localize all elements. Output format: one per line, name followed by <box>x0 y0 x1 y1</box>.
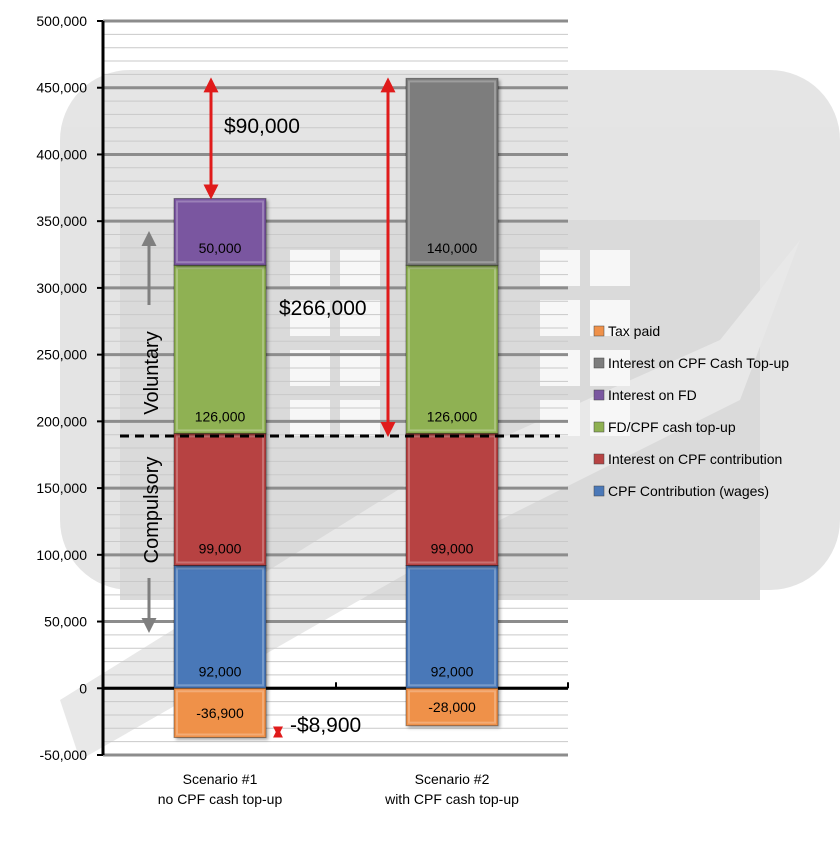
legend-swatch <box>593 357 605 369</box>
data-label: 140,000 <box>427 240 478 256</box>
annotation-total-difference: $90,000 <box>224 115 300 138</box>
voluntary-label: Voluntary <box>141 331 163 414</box>
x-category-label: Scenario #1 <box>183 771 258 787</box>
bar-segment-bevel <box>176 200 264 264</box>
y-tick-label: 50,000 <box>44 614 87 630</box>
data-label: 92,000 <box>199 663 242 679</box>
data-label: 126,000 <box>427 408 478 424</box>
y-tick-label: 100,000 <box>36 547 87 563</box>
bar-segment-bevel <box>408 567 496 687</box>
legend-label: Tax paid <box>608 323 660 339</box>
data-label: 92,000 <box>431 663 474 679</box>
legend-label: FD/CPF cash top-up <box>608 419 736 435</box>
y-tick-label: 150,000 <box>36 480 87 496</box>
annotation-tax-difference: -$8,900 <box>290 714 361 737</box>
bar-segment-bevel <box>176 690 264 736</box>
bar-segment-bevel <box>176 435 264 564</box>
y-tick-label: 500,000 <box>36 13 87 29</box>
compulsory-label: Compulsory <box>141 457 163 564</box>
bar-segment-bevel <box>408 267 496 432</box>
x-category-label: Scenario #2 <box>415 771 490 787</box>
bar-segment-interest-on-fd <box>173 197 267 266</box>
bar-segment-bevel <box>408 690 496 724</box>
bar-segment-bevel <box>408 80 496 264</box>
bar-segment-tax-paid <box>405 687 499 727</box>
bar-segment-fd-cpf-cash-top-up <box>405 264 499 434</box>
data-label: -36,900 <box>196 705 244 721</box>
legend-swatch <box>593 389 605 401</box>
y-tick-label: 250,000 <box>36 347 87 363</box>
x-category-label: with CPF cash top-up <box>384 791 519 807</box>
bar-segment-fd-cpf-cash-top-up <box>173 264 267 434</box>
legend-label: CPF Contribution (wages) <box>608 483 769 499</box>
y-tick-label: 450,000 <box>36 80 87 96</box>
data-label: 99,000 <box>431 540 474 556</box>
bar-segment-cpf-contribution-wages- <box>173 564 267 689</box>
y-tick-label: 0 <box>79 680 87 696</box>
legend-swatch <box>593 485 605 497</box>
legend-label: Interest on CPF contribution <box>608 451 782 467</box>
y-tick-label: 200,000 <box>36 413 87 429</box>
data-label: 50,000 <box>199 240 242 256</box>
y-tick-label: 400,000 <box>36 146 87 162</box>
legend-swatch <box>593 453 605 465</box>
y-tick-label: 300,000 <box>36 280 87 296</box>
legend-swatch <box>593 421 605 433</box>
data-label: 126,000 <box>195 408 246 424</box>
data-label: -28,000 <box>428 699 476 715</box>
legend-label: Interest on CPF Cash Top-up <box>608 355 789 371</box>
y-tick-label: -50,000 <box>40 747 88 763</box>
legend-swatch <box>593 325 605 337</box>
bar-segment-interest-on-cpf-contribution <box>173 432 267 566</box>
bar-segment-bevel <box>176 267 264 432</box>
bar-segment-interest-on-cpf-cash-top-up <box>405 77 499 266</box>
bar-segment-interest-on-cpf-contribution <box>405 432 499 566</box>
bar-segment-tax-paid <box>173 687 267 739</box>
data-label: 99,000 <box>199 540 242 556</box>
bar-segment-bevel <box>176 567 264 687</box>
legend-label: Interest on FD <box>608 387 697 403</box>
x-category-label: no CPF cash top-up <box>158 791 283 807</box>
y-tick-label: 350,000 <box>36 213 87 229</box>
annotation-topup-value: $266,000 <box>279 297 367 320</box>
